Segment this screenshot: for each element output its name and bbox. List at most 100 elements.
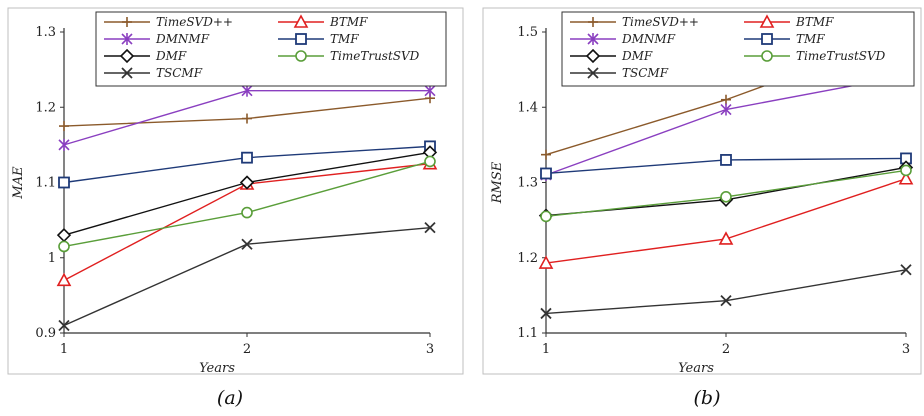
legend-entry-dmnmf: DMNMF xyxy=(104,32,210,46)
legend-label: TimeTrustSVD xyxy=(330,49,420,63)
legend-marker xyxy=(295,33,307,45)
panel-caption: (a) xyxy=(217,387,243,409)
legend-box xyxy=(561,11,915,87)
legend-marker xyxy=(122,17,132,27)
legend-marker xyxy=(587,33,599,45)
data-point xyxy=(241,84,253,97)
legend-label: TimeTrustSVD xyxy=(796,49,886,63)
data-point xyxy=(898,171,914,185)
legend-entry-dmf: DMF xyxy=(570,48,653,64)
series-line xyxy=(63,160,431,248)
data-point xyxy=(538,255,554,269)
legend-entry-timesvd: TimeSVD++ xyxy=(570,15,699,29)
legend-marker xyxy=(295,50,307,62)
y-tick-label: 1.4 xyxy=(517,100,538,115)
series-line xyxy=(63,151,431,236)
legend-marker xyxy=(588,17,598,27)
series-tscmf xyxy=(58,222,436,332)
series-line xyxy=(63,226,431,327)
data-point xyxy=(241,238,253,250)
y-tick-label: 0.9 xyxy=(35,326,56,341)
data-point xyxy=(424,84,436,97)
chart-panel-2: 1.1 1.2 1.3 1.4 1.5 1 2 3 Years RMSE TimeSVD++ BTMF… xyxy=(482,7,922,409)
legend-marker xyxy=(121,33,133,45)
series-tscmf xyxy=(540,264,912,320)
legend-label: BTMF xyxy=(329,15,368,29)
data-point xyxy=(59,121,69,132)
legend-entry-btmf: BTMF xyxy=(744,14,834,29)
y-tick-label: 1.3 xyxy=(517,176,538,191)
data-point xyxy=(58,240,70,253)
data-point xyxy=(900,164,912,177)
y-tick-label: 1 xyxy=(48,251,56,266)
data-point xyxy=(720,295,732,307)
legend-label: TSCMF xyxy=(622,66,669,80)
chart-frame xyxy=(482,7,922,375)
data-point xyxy=(540,307,552,320)
data-point xyxy=(541,149,551,160)
legend-label: DMNMF xyxy=(155,32,210,46)
legend-entry-timetrustsvd: TimeTrustSVD xyxy=(278,49,420,63)
legend-label: TimeSVD++ xyxy=(622,15,699,29)
data-point xyxy=(58,138,70,151)
series-dmnmf xyxy=(58,84,436,151)
data-point xyxy=(241,206,253,219)
panel-caption: (b) xyxy=(694,387,721,409)
data-point xyxy=(424,155,436,168)
legend-entry-btmf: BTMF xyxy=(278,14,368,29)
series-line xyxy=(545,269,907,315)
x-tick-label: 1 xyxy=(60,342,68,357)
x-tick-label: 3 xyxy=(426,342,434,357)
x-tick-label: 1 xyxy=(542,342,550,357)
legend-entry-dmnmf: DMNMF xyxy=(570,32,676,46)
legend-label: TSCMF xyxy=(156,66,203,80)
series-timetrustsvd xyxy=(540,164,912,223)
series-timesvd xyxy=(59,93,435,132)
legend-label: BTMF xyxy=(795,15,834,29)
data-point xyxy=(720,103,732,116)
legend-entry-tmf: TMF xyxy=(744,32,825,46)
legend-marker xyxy=(585,48,601,64)
data-point xyxy=(58,319,70,332)
legend-label: TMF xyxy=(796,32,825,46)
data-point xyxy=(56,272,72,287)
legend-label: DMF xyxy=(621,49,653,63)
data-point xyxy=(720,154,732,166)
data-point xyxy=(721,94,731,105)
legend-marker xyxy=(587,67,599,79)
data-point xyxy=(718,231,734,245)
legend-marker xyxy=(119,48,135,64)
legend-label: TimeSVD++ xyxy=(156,15,233,29)
y-tick-label: 1.2 xyxy=(35,100,56,115)
legend-box xyxy=(95,11,447,87)
y-tick-label: 1.1 xyxy=(35,176,56,191)
data-point xyxy=(58,176,70,189)
y-axis-label: RMSE xyxy=(490,161,505,204)
legend-label: TMF xyxy=(330,32,359,46)
legend-marker xyxy=(761,50,773,62)
legend: TimeSVD++ BTMF DMNMF TMF DMF TimeTrustSVD TSCM… xyxy=(95,11,447,87)
data-point xyxy=(241,151,253,164)
chart-frame xyxy=(7,7,464,375)
y-tick-label: 1.1 xyxy=(517,326,538,341)
series-tmf xyxy=(540,152,912,180)
y-tick-label: 1.5 xyxy=(517,25,538,40)
data-point xyxy=(56,228,72,243)
x-axis-label: Years xyxy=(199,361,235,376)
legend-marker xyxy=(293,14,309,28)
y-tick-label: 1.3 xyxy=(35,25,56,40)
series-dmf xyxy=(56,145,438,243)
data-point xyxy=(540,210,552,223)
data-point xyxy=(242,113,252,124)
series-timetrustsvd xyxy=(58,155,436,253)
data-point xyxy=(900,264,912,276)
x-tick-label: 3 xyxy=(902,342,910,357)
x-axis-label: Years xyxy=(678,361,714,376)
legend-marker xyxy=(761,33,773,45)
x-tick-label: 2 xyxy=(722,342,730,357)
chart-panel-1: 0.9 1 1.1 1.2 1.3 1 2 3 Years MAE TimeSVD++ BTMF DMN… xyxy=(7,7,464,409)
legend-entry-timesvd: TimeSVD++ xyxy=(104,15,233,29)
y-tick-label: 1.2 xyxy=(517,251,538,266)
